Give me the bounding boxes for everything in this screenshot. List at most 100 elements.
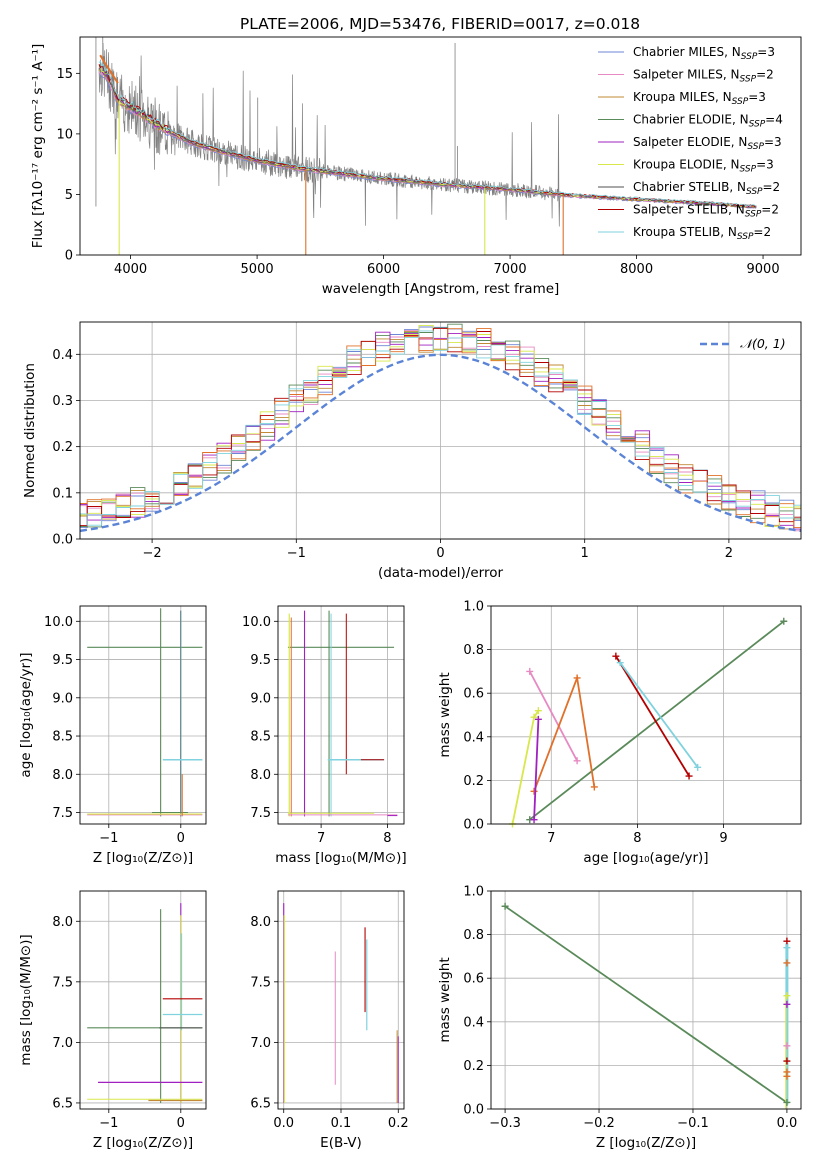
y-tick-label: 7.5 [250,806,271,821]
data-point [685,772,693,780]
legend-entry-sub: SSP [737,232,754,242]
series-line [504,905,788,1104]
y-tick-label: 0.4 [463,1015,484,1030]
data-point [501,902,509,910]
x-tick-label: 0 [177,1116,185,1131]
y-tick-label: 9.0 [250,691,271,706]
legend-entry-text: Kroupa MILES, N [633,90,732,104]
y-axis-label: Flux [fλ10⁻¹⁷ erg cm⁻² s⁻¹ A⁻¹] [30,44,46,249]
x-tick-label: 9000 [747,262,780,277]
data-point [783,1000,791,1008]
legend-entry-sub: SSP [746,187,763,197]
y-tick-label: 0.0 [463,1103,484,1118]
y-tick-label: 7.5 [250,975,271,990]
x-tick-label: 6000 [367,262,400,277]
panel-age-vs-mass: 7 8 7.5 8.0 8.5 9.0 9.5 10.0 mass [log₁₀(M/M⊙)] [242,605,407,866]
x-axis-label: age [log₁₀(age/yr)] [583,850,708,866]
legend-entry-text: Kroupa ELODIE, N [633,158,740,172]
axes-frame [79,36,802,256]
legend-entry-text: Kroupa STELIB, N [633,225,737,239]
y-tick-label: 0.8 [463,928,484,943]
y-tick-label: 9.5 [250,653,271,668]
histogram-kroupa_stelib [80,330,801,526]
x-tick-label: 9 [719,831,727,846]
y-tick-label: 8.0 [250,915,271,930]
model-line-orange-highlight [99,54,119,84]
data-point [783,1098,791,1106]
legend-entry: 𝒩(0, 1) [740,336,786,351]
y-tick-label: 9.5 [52,653,73,668]
y-tick-label: 0.6 [463,972,484,987]
data-point [612,652,620,660]
data-point [783,1057,791,1065]
legend-entry-sub: SSP [749,120,766,130]
y-tick-label: 0.4 [52,348,73,363]
data-point [526,667,534,675]
x-axis-label: Z [log₁₀(Z/Z⊙)] [93,850,193,866]
y-tick-label: 8.5 [52,730,73,745]
legend-entry-suffix: =2 [756,68,774,82]
y-tick-label: 0.2 [463,774,484,789]
y-tick-label: 10.0 [242,615,271,630]
y-tick-label: 1.0 [463,885,484,900]
x-tick-label: 0.0 [273,1116,294,1131]
legend-entry-suffix: =3 [748,90,766,104]
y-tick-label: 6.5 [250,1096,271,1111]
y-tick-label: 1.0 [463,600,484,615]
y-axis-label: Normed distribution [22,363,38,498]
legend-entry-suffix: =3 [764,135,782,149]
y-tick-label: 0.2 [463,1059,484,1074]
x-tick-label: 0 [177,831,185,846]
data-point [783,1042,791,1050]
histogram-kroupa_elodie [80,324,801,528]
panel-mass-vs-ebv: 0.0 0.1 0.2 6.5 7.0 7.5 8.0 E(B-V) [250,890,409,1151]
legend-entry-sub: SSP [741,52,758,62]
x-tick-label: 7 [317,831,325,846]
panel-weight-vs-Z: −0.3 −0.2 −0.1 0.0 0.0 0.2 0.4 0.6 0.8 1.0 Z [log₁… [437,885,802,1151]
panel-mass-vs-Z: −1 0 6.5 7.0 7.5 8.0 Z [log₁₀(Z/Z⊙)] mass [log₁… [18,890,207,1151]
y-axis-label: mass weight [437,672,453,757]
data-point [780,617,788,625]
data-point [783,937,791,945]
legend-entry-text: Salpeter ELODIE, N [633,135,747,149]
data-point [573,757,581,765]
y-tick-label: 10.0 [44,615,73,630]
axes-frame [79,605,207,825]
x-tick-label: 7000 [494,262,527,277]
legend-entry-suffix: =3 [756,158,774,172]
x-tick-label: 1 [581,546,589,561]
data-point [530,787,538,795]
series-line [533,719,540,820]
y-tick-label: 8.5 [250,730,271,745]
x-tick-label: 0.1 [331,1116,352,1131]
y-tick-label: 8.0 [52,768,73,783]
y-axis-label: age [log₁₀(age/yr)] [18,652,34,777]
x-tick-label: −1 [99,831,118,846]
data-point [783,944,791,952]
legend-entry-sub: SSP [732,97,749,107]
axes-frame [490,605,802,825]
series-line [529,620,785,821]
x-tick-label: 8 [633,831,641,846]
y-tick-label: 7.5 [52,975,73,990]
histogram-chabrier_miles [80,326,801,529]
figure-title: PLATE=2006, MJD=53476, FIBERID=0017, z=0… [240,15,640,33]
data-point [783,1072,791,1080]
panels: 4000 5000 6000 7000 8000 9000051015wavelength… [18,36,802,1151]
legend-entry-suffix: =4 [765,113,783,127]
x-tick-label: 5000 [241,262,274,277]
legend-entry: Chabrier STELIB, NSSP=2 [633,180,780,197]
y-tick-label: 0.3 [52,394,73,409]
x-axis-label: E(B-V) [320,1135,362,1151]
y-axis-label: mass weight [437,957,453,1042]
y-tick-label: 8.0 [52,915,73,930]
histogram-kroupa_miles [80,331,801,530]
legend-entry-text: Salpeter STELIB, N [633,203,745,217]
x-tick-label: −0.2 [583,1116,615,1131]
legend-entry-text: Chabrier STELIB, N [633,180,746,194]
axes-frame [79,321,802,540]
legend-entry-text: Chabrier ELODIE, N [633,113,749,127]
model-line-kroupa_stelib [98,60,757,207]
legend-entry-suffix: =3 [757,45,775,59]
